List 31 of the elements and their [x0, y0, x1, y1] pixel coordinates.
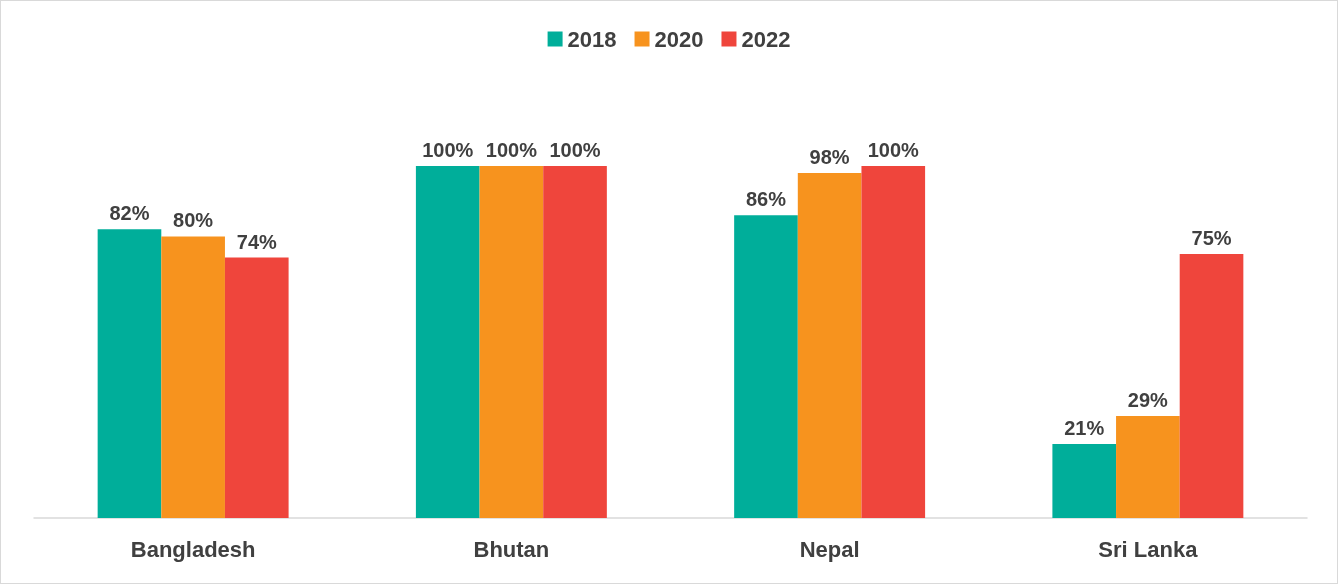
data-label: 100%	[549, 139, 601, 161]
bar	[97, 229, 162, 518]
data-label: 100%	[867, 139, 920, 161]
x-tick-label: Bhutan	[473, 536, 550, 562]
bar	[479, 166, 544, 518]
data-label: 74%	[236, 230, 278, 253]
x-tick-label: Bangladesh	[130, 536, 256, 562]
data-label: 80%	[173, 209, 214, 232]
x-tick-label: Nepal	[799, 536, 860, 562]
data-label: 29%	[1127, 388, 1169, 411]
data-label: 86%	[745, 188, 787, 211]
bar	[224, 257, 289, 518]
bar	[415, 166, 480, 518]
bar	[797, 173, 862, 518]
data-label: 100%	[422, 139, 474, 161]
legend-label: 2020	[654, 26, 704, 52]
bar	[1052, 444, 1117, 518]
legend-label: 2018	[567, 26, 617, 52]
x-tick-label: Sri Lanka	[1098, 536, 1199, 562]
bar	[861, 166, 926, 518]
bar	[161, 236, 225, 518]
data-label: 75%	[1191, 227, 1232, 249]
legend-label: 2022	[741, 26, 791, 52]
data-label: 82%	[109, 202, 150, 225]
data-label: 98%	[809, 146, 850, 169]
data-label: 100%	[485, 139, 538, 161]
bar	[1116, 415, 1180, 518]
bar	[734, 215, 798, 518]
bar	[1179, 254, 1244, 518]
data-label: 21%	[1064, 417, 1105, 440]
bar	[543, 166, 607, 518]
